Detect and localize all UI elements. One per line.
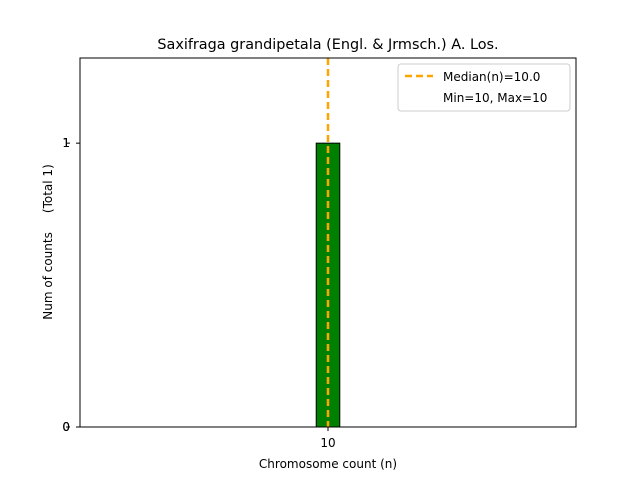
y-tick-label-secondary: 1 <box>62 136 70 150</box>
y-axis-label: Num of counts (Total 1) <box>41 164 55 319</box>
legend-box <box>397 63 571 112</box>
legend-minmax-label: Min=10, Max=10 <box>443 91 547 105</box>
legend-median-label: Median(n)=10.0 <box>443 70 540 84</box>
chart-title: Saxifraga grandipetala (Engl. & Jrmsch.)… <box>157 37 498 53</box>
y-tick-label-secondary: 0 <box>62 420 70 434</box>
legend: Median(n)=10.0 Min=10, Max=10 <box>397 63 571 112</box>
axes-frame <box>79 57 577 428</box>
x-tick-label: 10 <box>320 436 335 450</box>
x-axis-label: Chromosome count (n) <box>259 457 397 471</box>
